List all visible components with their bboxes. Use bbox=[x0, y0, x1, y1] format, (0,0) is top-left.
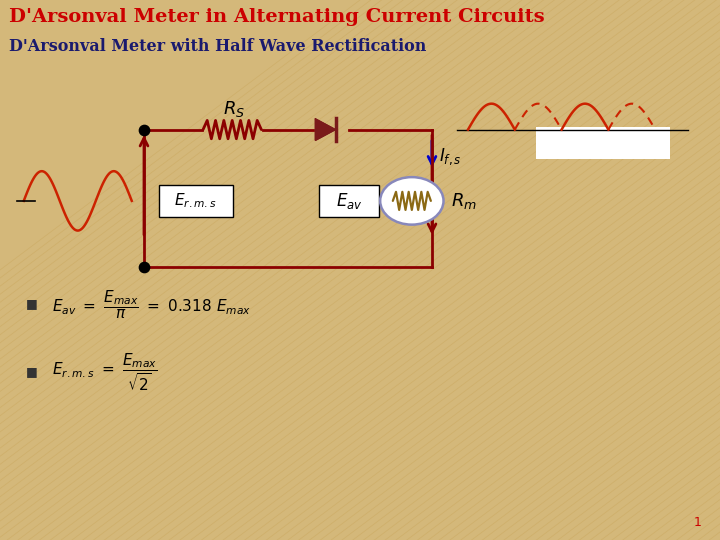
Text: D'Arsonval Meter with Half Wave Rectification: D'Arsonval Meter with Half Wave Rectific… bbox=[9, 38, 426, 55]
Text: $R_m$: $R_m$ bbox=[451, 191, 477, 211]
FancyBboxPatch shape bbox=[536, 127, 670, 159]
Text: $E_{av}$: $E_{av}$ bbox=[336, 191, 363, 211]
Text: $\blacksquare$: $\blacksquare$ bbox=[25, 366, 38, 380]
Point bbox=[138, 125, 150, 134]
FancyBboxPatch shape bbox=[158, 185, 233, 217]
FancyBboxPatch shape bbox=[320, 185, 379, 217]
Polygon shape bbox=[315, 119, 336, 140]
Text: $R_S$: $R_S$ bbox=[223, 99, 246, 119]
Text: $E_{av}\ =\ \dfrac{E_{max}}{\pi}\ =\ 0.318\ E_{max}$: $E_{av}\ =\ \dfrac{E_{max}}{\pi}\ =\ 0.3… bbox=[52, 289, 251, 321]
Text: 1: 1 bbox=[694, 516, 702, 529]
Text: $I_{f,s}$: $I_{f,s}$ bbox=[439, 146, 462, 167]
Text: $E_{r.m.s}$: $E_{r.m.s}$ bbox=[174, 192, 217, 210]
Text: D'Arsonval Meter in Alternating Current Circuits: D'Arsonval Meter in Alternating Current … bbox=[9, 8, 544, 25]
Point bbox=[138, 263, 150, 272]
Circle shape bbox=[380, 177, 444, 225]
Text: $E_{r.m.s}\ =\ \dfrac{E_{max}}{\sqrt{2}}$: $E_{r.m.s}\ =\ \dfrac{E_{max}}{\sqrt{2}}… bbox=[52, 352, 157, 393]
Text: $\blacksquare$: $\blacksquare$ bbox=[25, 298, 38, 312]
